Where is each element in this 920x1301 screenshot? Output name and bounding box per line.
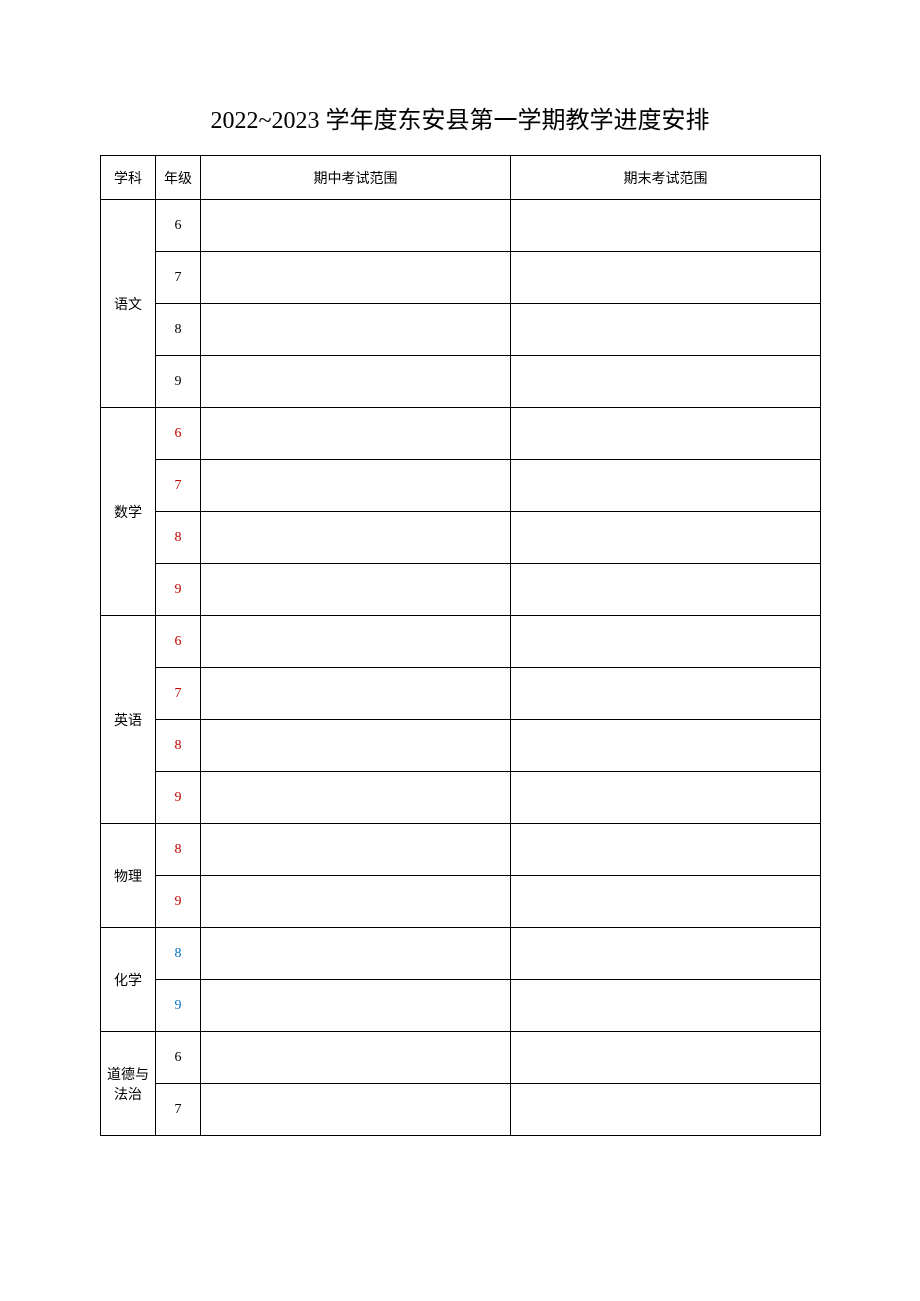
table-row: 物理8 bbox=[101, 824, 821, 876]
table-row: 7 bbox=[101, 1084, 821, 1136]
midterm-cell bbox=[201, 200, 511, 252]
header-subject: 学科 bbox=[101, 156, 156, 200]
final-cell bbox=[511, 1032, 821, 1084]
schedule-table: 学科 年级 期中考试范围 期末考试范围 语文6789数学6789英语6789物理… bbox=[100, 155, 821, 1136]
final-cell bbox=[511, 408, 821, 460]
table-row: 数学6 bbox=[101, 408, 821, 460]
grade-cell: 7 bbox=[156, 1084, 201, 1136]
table-row: 英语6 bbox=[101, 616, 821, 668]
midterm-cell bbox=[201, 720, 511, 772]
table-row: 7 bbox=[101, 668, 821, 720]
midterm-cell bbox=[201, 876, 511, 928]
final-cell bbox=[511, 356, 821, 408]
table-header-row: 学科 年级 期中考试范围 期末考试范围 bbox=[101, 156, 821, 200]
table-row: 道德与法治6 bbox=[101, 1032, 821, 1084]
header-final: 期末考试范围 bbox=[511, 156, 821, 200]
table-row: 9 bbox=[101, 980, 821, 1032]
midterm-cell bbox=[201, 252, 511, 304]
midterm-cell bbox=[201, 668, 511, 720]
midterm-cell bbox=[201, 980, 511, 1032]
final-cell bbox=[511, 512, 821, 564]
header-midterm: 期中考试范围 bbox=[201, 156, 511, 200]
table-row: 7 bbox=[101, 252, 821, 304]
subject-cell: 化学 bbox=[101, 928, 156, 1032]
grade-cell: 8 bbox=[156, 512, 201, 564]
final-cell bbox=[511, 616, 821, 668]
final-cell bbox=[511, 720, 821, 772]
final-cell bbox=[511, 980, 821, 1032]
final-cell bbox=[511, 772, 821, 824]
grade-cell: 9 bbox=[156, 980, 201, 1032]
table-row: 9 bbox=[101, 356, 821, 408]
grade-cell: 6 bbox=[156, 1032, 201, 1084]
grade-cell: 9 bbox=[156, 876, 201, 928]
table-body: 语文6789数学6789英语6789物理89化学89道德与法治67 bbox=[101, 200, 821, 1136]
final-cell bbox=[511, 304, 821, 356]
final-cell bbox=[511, 1084, 821, 1136]
midterm-cell bbox=[201, 304, 511, 356]
table-row: 9 bbox=[101, 876, 821, 928]
grade-cell: 6 bbox=[156, 616, 201, 668]
table-row: 7 bbox=[101, 460, 821, 512]
final-cell bbox=[511, 564, 821, 616]
subject-cell: 道德与法治 bbox=[101, 1032, 156, 1136]
final-cell bbox=[511, 200, 821, 252]
header-grade: 年级 bbox=[156, 156, 201, 200]
grade-cell: 7 bbox=[156, 252, 201, 304]
midterm-cell bbox=[201, 1032, 511, 1084]
grade-cell: 8 bbox=[156, 304, 201, 356]
final-cell bbox=[511, 668, 821, 720]
grade-cell: 8 bbox=[156, 824, 201, 876]
midterm-cell bbox=[201, 824, 511, 876]
midterm-cell bbox=[201, 512, 511, 564]
grade-cell: 9 bbox=[156, 772, 201, 824]
table-row: 语文6 bbox=[101, 200, 821, 252]
midterm-cell bbox=[201, 408, 511, 460]
midterm-cell bbox=[201, 616, 511, 668]
final-cell bbox=[511, 928, 821, 980]
midterm-cell bbox=[201, 928, 511, 980]
grade-cell: 6 bbox=[156, 408, 201, 460]
table-row: 化学8 bbox=[101, 928, 821, 980]
grade-cell: 7 bbox=[156, 668, 201, 720]
subject-cell: 英语 bbox=[101, 616, 156, 824]
grade-cell: 6 bbox=[156, 200, 201, 252]
grade-cell: 8 bbox=[156, 928, 201, 980]
table-row: 9 bbox=[101, 772, 821, 824]
final-cell bbox=[511, 460, 821, 512]
table-row: 9 bbox=[101, 564, 821, 616]
subject-cell: 物理 bbox=[101, 824, 156, 928]
grade-cell: 8 bbox=[156, 720, 201, 772]
midterm-cell bbox=[201, 772, 511, 824]
final-cell bbox=[511, 824, 821, 876]
midterm-cell bbox=[201, 564, 511, 616]
grade-cell: 9 bbox=[156, 356, 201, 408]
grade-cell: 9 bbox=[156, 564, 201, 616]
table-row: 8 bbox=[101, 720, 821, 772]
midterm-cell bbox=[201, 356, 511, 408]
final-cell bbox=[511, 876, 821, 928]
midterm-cell bbox=[201, 460, 511, 512]
table-row: 8 bbox=[101, 304, 821, 356]
final-cell bbox=[511, 252, 821, 304]
page-title: 2022~2023 学年度东安县第一学期教学进度安排 bbox=[100, 100, 820, 135]
grade-cell: 7 bbox=[156, 460, 201, 512]
midterm-cell bbox=[201, 1084, 511, 1136]
table-row: 8 bbox=[101, 512, 821, 564]
subject-cell: 语文 bbox=[101, 200, 156, 408]
subject-cell: 数学 bbox=[101, 408, 156, 616]
